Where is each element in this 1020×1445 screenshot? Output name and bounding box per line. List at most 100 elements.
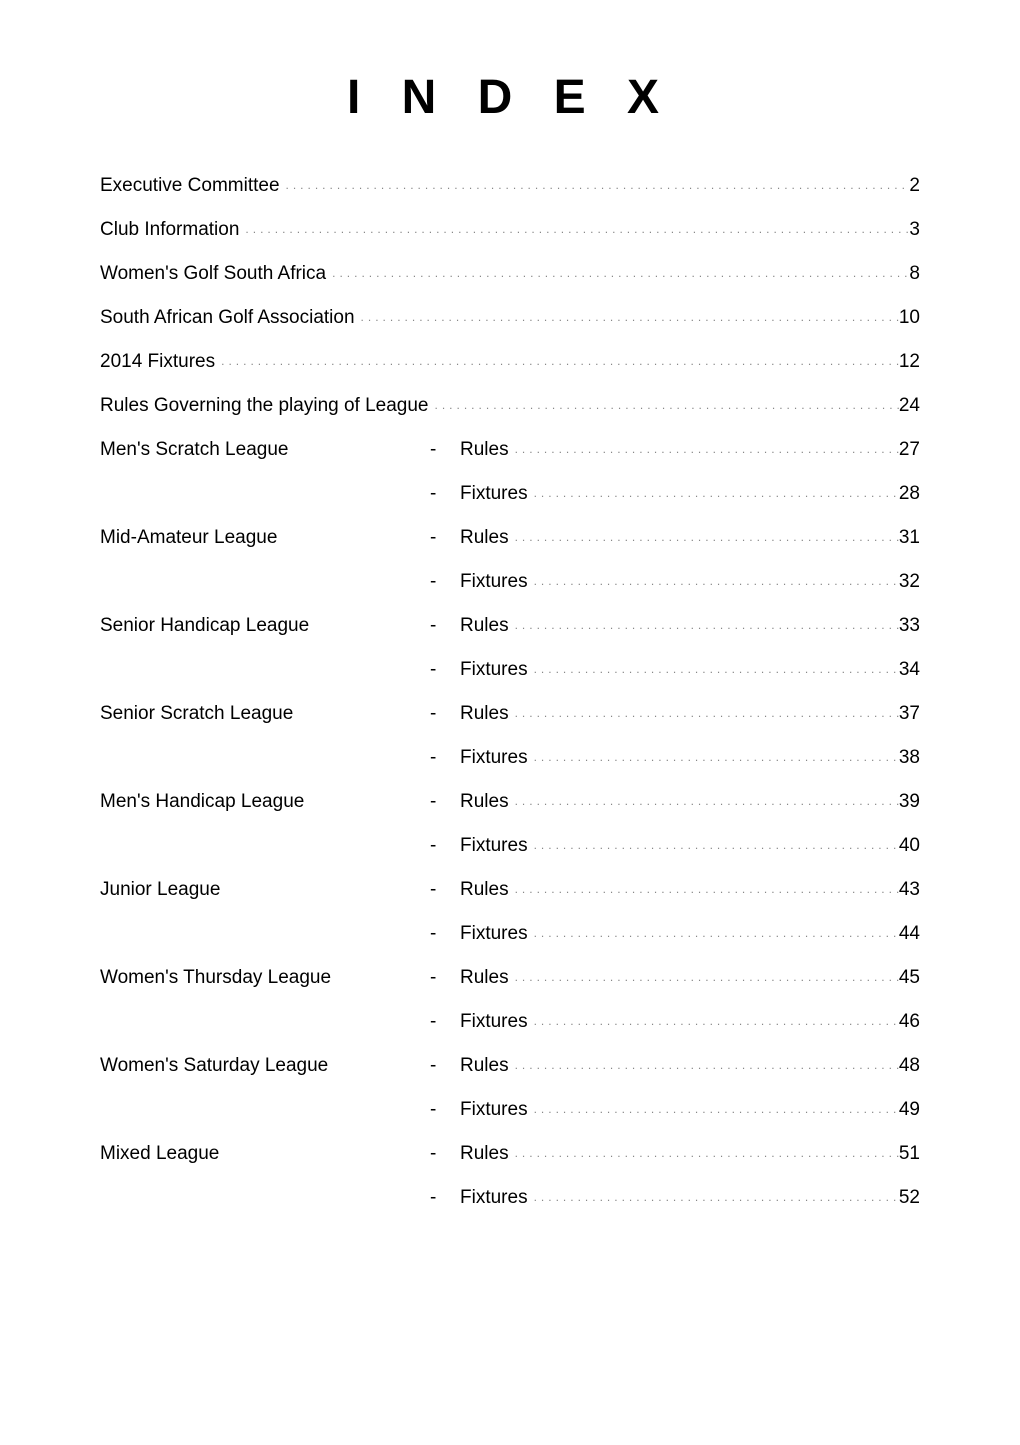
toc-parent-label: Mixed League xyxy=(100,1143,430,1165)
toc-leader-dots: ........................................… xyxy=(239,222,909,236)
toc-sub-row: -Fixtures...............................… xyxy=(100,1099,920,1121)
toc-leader-dots: ........................................… xyxy=(528,838,899,852)
toc-sub-row: Mid-Amateur League-Rules................… xyxy=(100,527,920,549)
toc-sub-label: Fixtures xyxy=(460,747,528,769)
toc-sub-row: -Fixtures...............................… xyxy=(100,659,920,681)
toc-sub-row: -Fixtures...............................… xyxy=(100,1011,920,1033)
toc-page-number: 12 xyxy=(899,351,920,373)
toc-page-number: 48 xyxy=(899,1055,920,1077)
toc-sub-row: -Fixtures...............................… xyxy=(100,835,920,857)
toc-row: Club Information........................… xyxy=(100,219,920,241)
toc-entry-label: South African Golf Association xyxy=(100,307,355,329)
toc-sub-row: -Fixtures...............................… xyxy=(100,483,920,505)
toc-entry-label: Club Information xyxy=(100,219,239,241)
toc-leader-dots: ........................................… xyxy=(528,1014,899,1028)
toc-entry-label: 2014 Fixtures xyxy=(100,351,215,373)
toc-page-number: 46 xyxy=(899,1011,920,1033)
toc-sub-label: Fixtures xyxy=(460,1099,528,1121)
toc-dash: - xyxy=(430,703,460,725)
toc-sub-row: -Fixtures...............................… xyxy=(100,571,920,593)
toc-page-number: 34 xyxy=(899,659,920,681)
toc-page-number: 10 xyxy=(899,307,920,329)
toc-dash: - xyxy=(430,967,460,989)
page-title: I N D E X xyxy=(100,70,920,125)
toc-sub-label: Rules xyxy=(460,967,509,989)
toc-parent-label: Junior League xyxy=(100,879,430,901)
toc-container: Executive Committee.....................… xyxy=(100,175,920,1209)
toc-page-number: 51 xyxy=(899,1143,920,1165)
toc-entry-label: Rules Governing the playing of League xyxy=(100,395,429,417)
toc-parent-label: Men's Scratch League xyxy=(100,439,430,461)
toc-parent-label: Senior Scratch League xyxy=(100,703,430,725)
toc-sub-label: Fixtures xyxy=(460,659,528,681)
toc-sub-label: Fixtures xyxy=(460,1187,528,1209)
toc-leader-dots: ........................................… xyxy=(509,442,899,456)
toc-sub-row: Senior Handicap League-Rules............… xyxy=(100,615,920,637)
toc-dash: - xyxy=(430,615,460,637)
toc-row: South African Golf Association..........… xyxy=(100,307,920,329)
toc-sub-row: Mixed League-Rules......................… xyxy=(100,1143,920,1165)
toc-sub-label: Rules xyxy=(460,439,509,461)
toc-sub-label: Rules xyxy=(460,1143,509,1165)
toc-sub-label: Rules xyxy=(460,791,509,813)
toc-page-number: 38 xyxy=(899,747,920,769)
toc-page-number: 33 xyxy=(899,615,920,637)
toc-leader-dots: ........................................… xyxy=(509,970,899,984)
toc-sub-label: Rules xyxy=(460,879,509,901)
toc-leader-dots: ........................................… xyxy=(326,266,909,280)
toc-sub-label: Fixtures xyxy=(460,835,528,857)
toc-dash: - xyxy=(430,1187,460,1209)
toc-entry-label: Executive Committee xyxy=(100,175,280,197)
toc-leader-dots: ........................................… xyxy=(509,1058,899,1072)
toc-page-number: 27 xyxy=(899,439,920,461)
toc-dash: - xyxy=(430,747,460,769)
toc-page-number: 28 xyxy=(899,483,920,505)
toc-dash: - xyxy=(430,835,460,857)
toc-row: 2014 Fixtures...........................… xyxy=(100,351,920,373)
toc-leader-dots: ........................................… xyxy=(509,706,899,720)
toc-page-number: 8 xyxy=(909,263,920,285)
toc-sub-label: Fixtures xyxy=(460,483,528,505)
toc-parent-label: Women's Saturday League xyxy=(100,1055,430,1077)
toc-leader-dots: ........................................… xyxy=(528,574,899,588)
toc-sub-row: Men's Scratch League-Rules..............… xyxy=(100,439,920,461)
toc-leader-dots: ........................................… xyxy=(528,1190,899,1204)
toc-dash: - xyxy=(430,527,460,549)
toc-page-number: 39 xyxy=(899,791,920,813)
toc-dash: - xyxy=(430,1099,460,1121)
toc-sub-label: Fixtures xyxy=(460,923,528,945)
toc-page-number: 3 xyxy=(909,219,920,241)
toc-dash: - xyxy=(430,923,460,945)
toc-parent-label: Women's Thursday League xyxy=(100,967,430,989)
toc-parent-label: Senior Handicap League xyxy=(100,615,430,637)
toc-page-number: 52 xyxy=(899,1187,920,1209)
toc-page-number: 31 xyxy=(899,527,920,549)
toc-sub-row: -Fixtures...............................… xyxy=(100,923,920,945)
toc-page-number: 43 xyxy=(899,879,920,901)
toc-row: Rules Governing the playing of League...… xyxy=(100,395,920,417)
toc-sub-row: Women's Saturday League-Rules...........… xyxy=(100,1055,920,1077)
toc-sub-label: Rules xyxy=(460,703,509,725)
toc-dash: - xyxy=(430,1055,460,1077)
toc-dash: - xyxy=(430,1011,460,1033)
toc-entry-label: Women's Golf South Africa xyxy=(100,263,326,285)
toc-sub-row: -Fixtures...............................… xyxy=(100,747,920,769)
toc-leader-dots: ........................................… xyxy=(280,178,910,192)
toc-sub-label: Rules xyxy=(460,615,509,637)
toc-row: Women's Golf South Africa...............… xyxy=(100,263,920,285)
toc-page-number: 40 xyxy=(899,835,920,857)
toc-sub-label: Rules xyxy=(460,527,509,549)
toc-dash: - xyxy=(430,1143,460,1165)
toc-row: Executive Committee.....................… xyxy=(100,175,920,197)
toc-page-number: 24 xyxy=(899,395,920,417)
toc-sub-row: Women's Thursday League-Rules...........… xyxy=(100,967,920,989)
toc-leader-dots: ........................................… xyxy=(528,926,899,940)
toc-page-number: 44 xyxy=(899,923,920,945)
toc-leader-dots: ........................................… xyxy=(509,530,899,544)
toc-leader-dots: ........................................… xyxy=(355,310,899,324)
toc-leader-dots: ........................................… xyxy=(528,750,899,764)
toc-leader-dots: ........................................… xyxy=(528,486,899,500)
toc-parent-label: Men's Handicap League xyxy=(100,791,430,813)
toc-sub-row: -Fixtures...............................… xyxy=(100,1187,920,1209)
toc-sub-label: Rules xyxy=(460,1055,509,1077)
